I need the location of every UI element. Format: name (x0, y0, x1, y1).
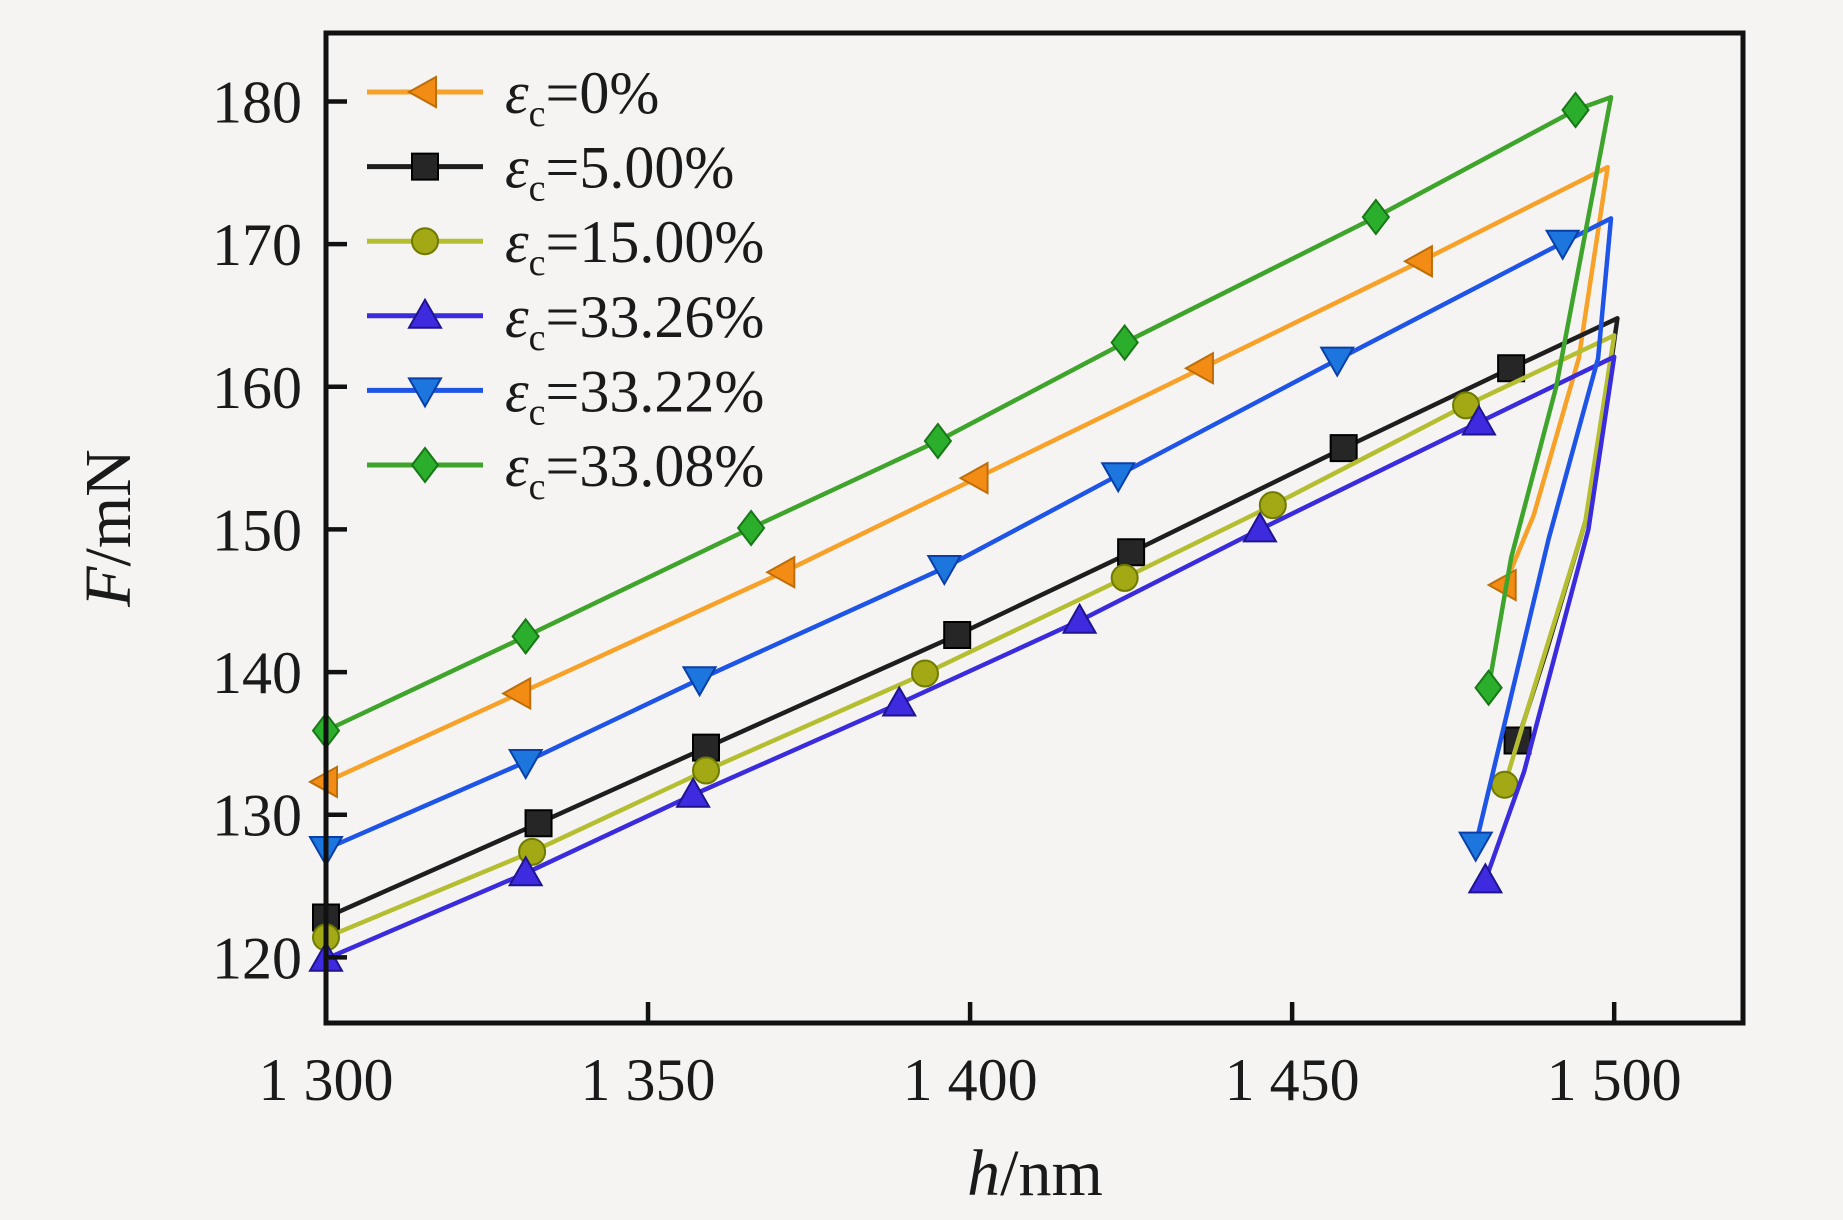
x-tick-label: 1 300 (259, 1047, 394, 1113)
square-marker (1117, 538, 1146, 567)
triangle-up-marker (675, 776, 711, 808)
triangle-left-marker (501, 676, 532, 711)
triangle-down-marker (1319, 346, 1355, 378)
triangle-down-marker (1100, 462, 1136, 494)
x-tick-label: 1 500 (1547, 1047, 1682, 1113)
x-tick-label: 1 400 (903, 1047, 1038, 1113)
legend-diamond-marker (410, 446, 440, 484)
triangle-up-marker (1461, 404, 1497, 436)
diamond-marker (736, 509, 766, 547)
y-tick-label: 170 (212, 212, 302, 278)
triangle-up-marker (1242, 511, 1278, 543)
triangle-up-marker (881, 685, 917, 717)
square-marker (692, 733, 721, 762)
legend-item-label: εc=33.22% (505, 358, 764, 433)
legend-triangle-up-marker (407, 297, 443, 329)
triangle-down-marker (681, 666, 718, 698)
triangle-down-marker (926, 554, 963, 586)
legend-item-label: εc=0% (505, 60, 659, 135)
diamond-marker (1361, 198, 1391, 236)
triangle-left-marker (1183, 351, 1214, 385)
y-axis-title: F/mN (72, 449, 145, 608)
circle-marker (1490, 770, 1519, 799)
square-marker (1497, 354, 1526, 383)
legend-square-marker (411, 152, 439, 181)
y-tick-label: 140 (212, 640, 302, 706)
legend-triangle-left-marker (406, 75, 437, 109)
series-line-0 (323, 164, 1610, 785)
legend-item-label: εc=33.08% (505, 433, 764, 508)
diamond-marker (1110, 323, 1139, 362)
diamond-marker (1561, 91, 1590, 129)
triangle-up-marker (1061, 602, 1098, 634)
square-marker (524, 809, 553, 838)
triangle-down-marker (1544, 229, 1581, 261)
diamond-marker (923, 422, 953, 460)
diamond-marker (511, 617, 540, 656)
triangle-left-marker (1402, 244, 1433, 278)
circle-marker (1110, 563, 1139, 592)
legend-circle-marker (411, 227, 439, 256)
triangle-left-marker (958, 461, 989, 495)
circle-marker (692, 756, 721, 785)
diamond-marker (1474, 669, 1503, 707)
y-tick-label: 160 (212, 355, 302, 421)
y-tick-label: 150 (212, 497, 302, 563)
legend-item-label: εc=33.26% (505, 284, 764, 359)
y-tick-label: 120 (212, 925, 302, 991)
triangle-up-marker (1467, 862, 1504, 894)
y-tick-label: 130 (212, 783, 302, 849)
x-axis-title: h/nm (967, 1137, 1103, 1210)
x-tick-label: 1 350 (581, 1047, 716, 1113)
triangle-down-marker (507, 748, 544, 780)
circle-marker (911, 659, 940, 688)
triangle-left-marker (765, 555, 796, 589)
legend-triangle-down-marker (407, 377, 443, 409)
x-tick-label: 1 450 (1225, 1047, 1360, 1113)
legend-item-label: εc=15.00% (505, 209, 764, 284)
square-marker (1329, 434, 1358, 463)
triangle-down-marker (1457, 831, 1494, 863)
square-marker (943, 620, 972, 649)
legend-item-label: εc=5.00% (505, 135, 734, 210)
y-tick-label: 180 (212, 69, 302, 135)
triangle-up-marker (507, 855, 544, 887)
circle-marker (1258, 491, 1287, 520)
